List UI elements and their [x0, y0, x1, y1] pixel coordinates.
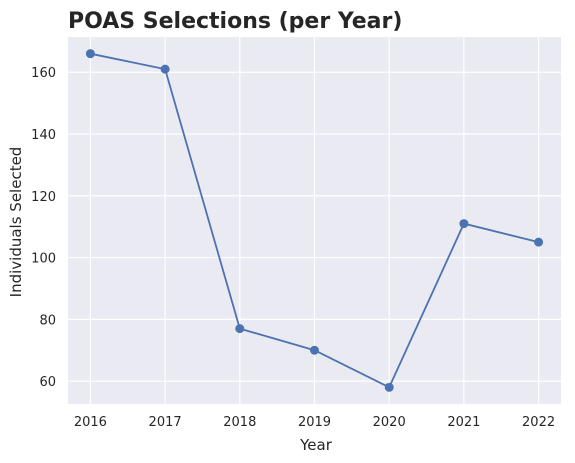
data-point	[459, 219, 469, 229]
x-tick-label: 2020	[373, 415, 406, 430]
data-point	[160, 64, 170, 74]
data-point	[384, 382, 394, 392]
y-tick-label: 60	[39, 375, 56, 390]
series-layer	[85, 49, 544, 392]
data-point	[85, 49, 95, 59]
y-tick-label: 100	[31, 252, 56, 267]
data-point	[310, 345, 319, 355]
x-tick-label: 2022	[522, 415, 555, 430]
x-axis-label: Year	[299, 436, 333, 454]
y-axis-label: Individuals Selected	[7, 147, 25, 298]
x-tick-label: 2019	[298, 415, 331, 430]
y-tick-label: 120	[31, 190, 56, 205]
y-tick-label: 160	[31, 66, 56, 81]
y-gridlines	[68, 71, 561, 382]
y-tick-label: 80	[39, 313, 56, 328]
x-tick-labels: 2016 2017 2018 2019 2020 2021 2022	[74, 415, 555, 430]
data-point	[235, 324, 245, 334]
x-tick-label: 2021	[447, 415, 480, 430]
x-tick-label: 2018	[223, 415, 256, 430]
x-tick-label: 2017	[149, 415, 182, 430]
data-point	[534, 237, 544, 247]
y-tick-label: 140	[31, 128, 56, 143]
chart-title: POAS Selections (per Year)	[68, 9, 402, 34]
x-tick-label: 2016	[74, 415, 107, 430]
y-tick-labels: 60 80 100 120 140 160	[31, 66, 56, 390]
